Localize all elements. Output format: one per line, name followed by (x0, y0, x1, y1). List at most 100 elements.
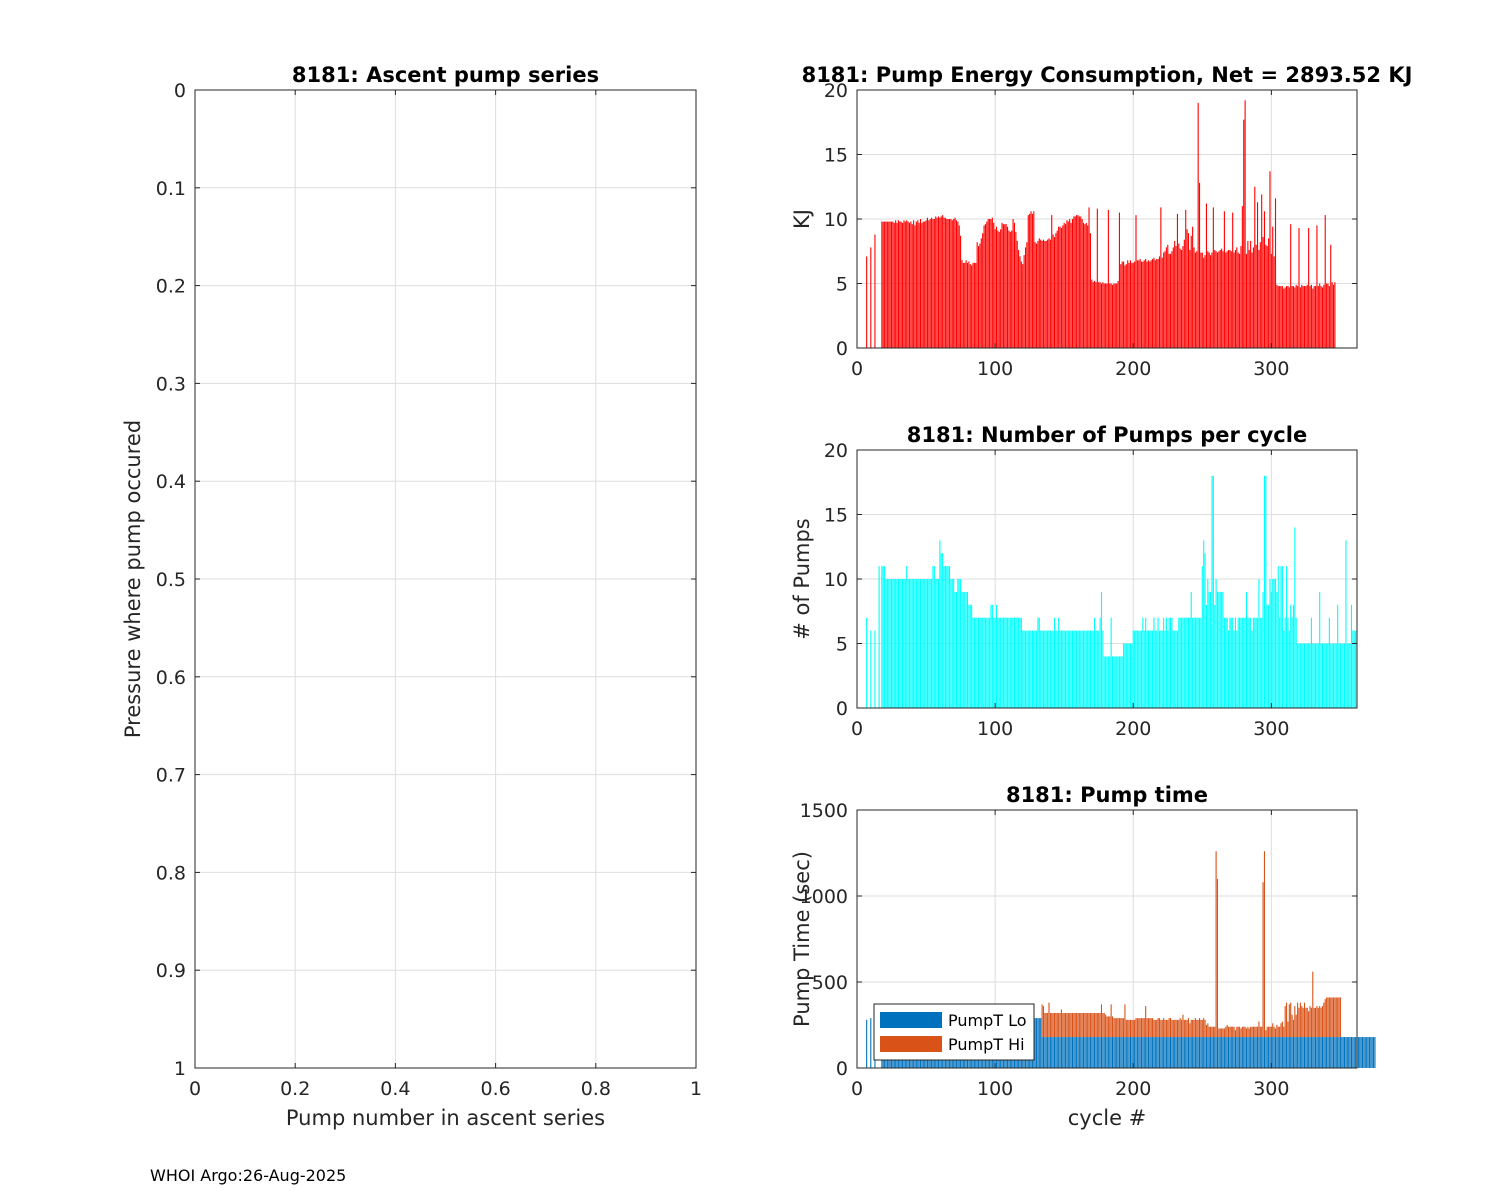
pumptime-hi-bar (1069, 1012, 1071, 1038)
pumptime-lo-bar (1138, 1037, 1140, 1068)
pumptime-hi-bar (1237, 1026, 1239, 1038)
pumptime-hi-bar (1100, 1004, 1103, 1038)
pumptime-lo-bar (1034, 1018, 1036, 1068)
pumptime-hi-bar (1143, 1018, 1145, 1038)
energy-bar (1294, 287, 1296, 348)
pumps-bar (908, 579, 911, 708)
energy-bar (1305, 286, 1307, 348)
pumps-bar (1319, 591, 1321, 708)
energy-bar (1081, 219, 1083, 348)
pumptime-lo-bar (1261, 1037, 1263, 1068)
pumptime-hi-bar (1058, 1012, 1060, 1038)
pumptime-lo-bar (1190, 1037, 1192, 1068)
pumptime-hi-bar (1171, 1019, 1173, 1038)
pumptime-hi-bar (1254, 1026, 1256, 1038)
pumptime-hi-bar (1319, 1006, 1321, 1038)
pumptime-hi-bar (1261, 1026, 1263, 1038)
pumptime-hi-bar (1047, 1012, 1049, 1038)
energy-bar (1073, 216, 1075, 348)
pumps-bar (1317, 643, 1319, 708)
pumptime-hi-bar (1332, 997, 1335, 1038)
pumps-bar (1145, 617, 1147, 708)
pumps-bar (1013, 617, 1016, 708)
pumptime-hi-bar (1052, 1012, 1054, 1038)
pumps-bar (922, 579, 924, 708)
pumps-bar (929, 579, 931, 708)
pumps-bar (1255, 617, 1257, 708)
energy-bar (942, 215, 944, 348)
pumps-bar (950, 579, 952, 708)
pumps-bar (1310, 617, 1312, 708)
pumptime-hi-bar (1223, 1028, 1225, 1038)
energy-bar (1116, 283, 1118, 348)
energy-bar (1096, 208, 1098, 348)
pumptime-hi-bar (1077, 1012, 1079, 1038)
pumptime-lo-bar (1252, 1037, 1254, 1068)
pumptime-lo-bar (1062, 1037, 1064, 1068)
pumptime-hi-bar (1328, 997, 1330, 1038)
pumps-bar (1229, 617, 1231, 708)
pumptime-lo-bar (1066, 1037, 1068, 1068)
pumps-bar (936, 579, 938, 708)
pumps-bar (924, 579, 926, 708)
energy-bar (1005, 224, 1007, 348)
energy-bar (957, 221, 959, 348)
energy-ytick-label: 5 (836, 274, 848, 296)
energy-bar (1221, 248, 1223, 348)
energy-title: 8181: Pump Energy Consumption, Net = 289… (802, 63, 1413, 87)
pumps-bar (878, 566, 880, 708)
pumps-bar (1205, 604, 1207, 708)
pumptime-lo-bar (1323, 1037, 1325, 1068)
legend-label: PumpT Lo (948, 1011, 1027, 1030)
pumptime-lo-bar (1306, 1037, 1308, 1068)
pumptime-lo-bar (1128, 1037, 1130, 1068)
energy-bar (1178, 243, 1180, 348)
energy-bar (1128, 262, 1130, 348)
pumps-bar (1002, 617, 1004, 708)
pumptime-lo-bar (1149, 1037, 1151, 1068)
pumptime-hi-bar (1156, 1019, 1158, 1038)
pumptime-lo-bar (1073, 1037, 1075, 1068)
pumps-bar (1193, 617, 1195, 708)
pumps-bar (1295, 617, 1297, 708)
pumptime-lo-bar (1342, 1037, 1344, 1068)
pumps-bar (874, 630, 876, 708)
pumptime-hi-bar (1157, 1018, 1159, 1038)
pumps-bar (1227, 630, 1230, 708)
energy-bar (1319, 283, 1321, 348)
energy-bar (1023, 255, 1025, 348)
pumps-bar (907, 579, 909, 708)
ascent-ytick-label: 0.5 (156, 569, 186, 591)
energy-bar (1158, 256, 1161, 348)
pumptime-lo-bar (1205, 1037, 1207, 1068)
energy-bar (881, 221, 883, 348)
pumps-bar (1265, 475, 1267, 708)
energy-bar (1027, 215, 1029, 348)
pumptime-lo-bar (1313, 1037, 1315, 1068)
pumps-bar (1065, 630, 1067, 708)
legend-label: PumpT Hi (948, 1035, 1025, 1054)
pumptime-hi-bar (1048, 1002, 1050, 1038)
pumptime-lo-bar (1071, 1037, 1074, 1068)
pumps-bar (937, 579, 940, 708)
pumptime-hi-bar (1316, 1006, 1318, 1038)
pumptime-hi-bar (1145, 1006, 1147, 1038)
pumps-chart: 0 100 200 300 0 5 10 15 20 8181: Number of Pumps … (790, 423, 1358, 740)
pumptime-hi-bar (1146, 1018, 1148, 1038)
energy-bar (1306, 284, 1308, 348)
energy-bar (955, 220, 957, 348)
energy-bar (1334, 282, 1336, 348)
pumptime-lo-bar (1145, 1037, 1147, 1068)
pumps-bar (890, 579, 893, 708)
pumptime-lo-bar (1332, 1037, 1335, 1068)
energy-bar (1298, 228, 1300, 348)
pumps-bar (1059, 630, 1061, 708)
energy-bar (1077, 215, 1079, 348)
pumps-bar (1055, 630, 1057, 708)
pumps-bar (1031, 630, 1033, 708)
energy-bar (1291, 286, 1293, 348)
pumptime-lo-bar (1106, 1037, 1108, 1068)
pumptime-xlabel: cycle # (1068, 1106, 1147, 1130)
energy-bar (998, 231, 1000, 348)
